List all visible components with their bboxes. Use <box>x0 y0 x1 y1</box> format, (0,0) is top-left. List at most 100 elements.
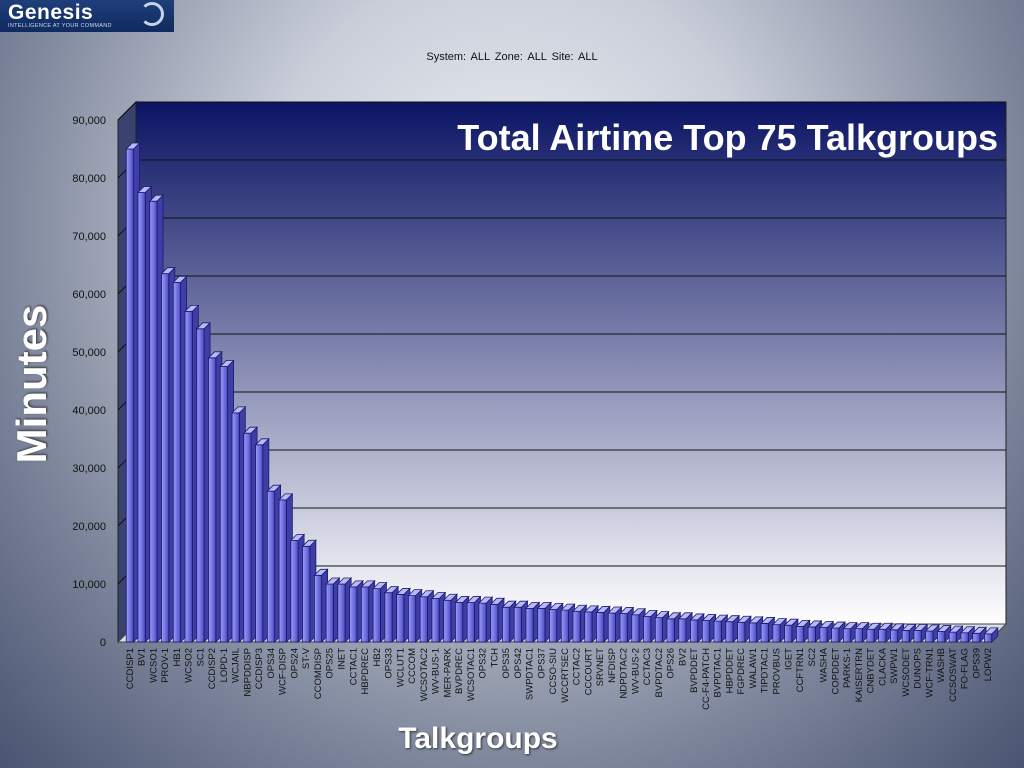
bar <box>901 623 917 643</box>
x-tick-label: OPS39 <box>971 648 982 679</box>
x-tick-label: CCCOURT <box>583 648 594 696</box>
chart-title: Total Airtime Top 75 Talkgroups <box>457 117 998 158</box>
x-tick-label: BVPDTAC2 <box>654 648 665 697</box>
bar <box>536 601 552 643</box>
bar <box>325 577 341 643</box>
x-tick-label: WCSOTAC2 <box>419 648 430 701</box>
x-tick-label: NBPDDISP <box>242 648 253 697</box>
x-tick-label: KAISERTRN <box>854 648 865 702</box>
x-tick-label: LOPD-1 <box>219 648 230 682</box>
bar <box>760 616 776 643</box>
bar <box>137 185 153 643</box>
bar <box>619 606 635 643</box>
bar <box>630 607 647 643</box>
x-tick-label: BVPDDET <box>689 648 700 693</box>
bar <box>736 615 752 643</box>
logo-swirl-icon <box>140 2 164 26</box>
x-tick-label: PARKS-1 <box>842 648 853 688</box>
bar <box>548 602 564 643</box>
y-tick-label: 80,000 <box>72 173 106 185</box>
x-tick-label: BVPDTAC1 <box>713 648 724 697</box>
x-tick-label: WCSOTAC1 <box>466 648 477 701</box>
bar <box>430 591 447 643</box>
y-tick-label: 40,000 <box>72 405 106 417</box>
bar <box>289 533 306 643</box>
x-tick-label: FO-FLAG <box>960 648 971 689</box>
x-tick-label: WCF-TRN1 <box>924 648 935 698</box>
x-tick-label: TCH <box>489 648 500 668</box>
x-tick-label: OPS37 <box>536 648 547 679</box>
bar <box>677 611 694 643</box>
filter-summary: System: ALL Zone: ALL Site: ALL <box>426 51 598 63</box>
bar <box>795 619 811 643</box>
x-tick-label: OPS25 <box>325 648 336 679</box>
bar <box>313 568 329 643</box>
x-tick-label: LOPW2 <box>983 648 994 681</box>
x-tick-label: WV-BUS-1 <box>431 648 442 694</box>
bar <box>583 604 600 643</box>
bar <box>560 603 576 643</box>
bar <box>242 426 259 643</box>
x-tick-label: OPS42 <box>513 648 524 679</box>
x-tick-label: SC2 <box>807 648 818 666</box>
x-tick-label: CCSO-SIU <box>548 648 559 695</box>
gridline <box>117 101 1006 121</box>
y-tick-label: 10,000 <box>72 579 106 591</box>
x-tick-label: CCCOM <box>407 648 418 684</box>
x-tick-label: MER-PARK <box>442 647 453 697</box>
bar <box>842 621 858 643</box>
x-tick-label: CCTAC2 <box>572 648 583 685</box>
x-tick-label: WCJAIL <box>231 648 242 683</box>
bar <box>983 626 999 643</box>
x-tick-label: CNBYDET <box>866 648 877 694</box>
x-tick-label: OPS35 <box>501 648 512 679</box>
bar <box>971 626 987 643</box>
x-tick-label: CCOMDISP <box>313 648 324 699</box>
bar <box>807 619 823 643</box>
x-tick-label: PROV-1 <box>160 648 171 683</box>
x-tick-label: OPS26 <box>666 648 677 679</box>
x-tick-label: INET <box>337 648 348 670</box>
x-tick-label: CCTAC3 <box>642 648 653 685</box>
x-tick-label: BVPDREC <box>454 648 465 694</box>
x-tick-label: WV-BUS-2 <box>630 648 641 694</box>
bar <box>654 610 670 643</box>
x-tick-label: WALAW1 <box>748 648 759 688</box>
y-tick-label: 50,000 <box>72 347 106 359</box>
x-tick-label: HB2 <box>372 648 383 666</box>
logo-tagline: INTELLIGENCE AT YOUR COMMAND <box>8 23 112 29</box>
bar <box>595 605 611 643</box>
bar <box>372 581 388 643</box>
genesis-logo: Genesis INTELLIGENCE AT YOUR COMMAND <box>0 0 174 32</box>
bar <box>959 625 976 643</box>
x-tick-label: WASHB <box>936 648 947 682</box>
bar <box>865 622 882 643</box>
x-tick-label: OPS32 <box>478 648 489 679</box>
bar <box>395 587 411 643</box>
bar <box>724 614 741 643</box>
bar <box>912 623 929 643</box>
x-tick-label: CCDISP2 <box>207 648 218 689</box>
x-tick-label: OPS33 <box>384 648 395 679</box>
bar <box>195 321 212 643</box>
x-tick-label: WCLUT1 <box>395 648 406 687</box>
x-tick-label: WCCRTSEC <box>560 648 571 703</box>
x-tick-label: CCFTRN1 <box>795 648 806 692</box>
bar <box>948 625 964 643</box>
bar <box>184 304 200 643</box>
x-tick-label: HB1 <box>172 648 183 666</box>
x-tick-label: CCTAC1 <box>348 648 359 685</box>
x-tick-label: SWPDTAC1 <box>525 648 536 700</box>
bar <box>336 577 353 643</box>
bar <box>666 611 682 643</box>
x-tick-label: HBPDREC <box>360 648 371 695</box>
x-tick-label: CLACKA <box>877 647 888 686</box>
bar <box>125 142 141 643</box>
x-tick-label: CCDISP3 <box>254 648 265 689</box>
y-tick-label: 90,000 <box>72 115 106 127</box>
x-tick-label: NFDISP <box>607 648 618 683</box>
bar <box>231 405 247 643</box>
x-tick-label: FGPDREC <box>736 648 747 695</box>
x-tick-label: SWPW1 <box>889 648 900 684</box>
